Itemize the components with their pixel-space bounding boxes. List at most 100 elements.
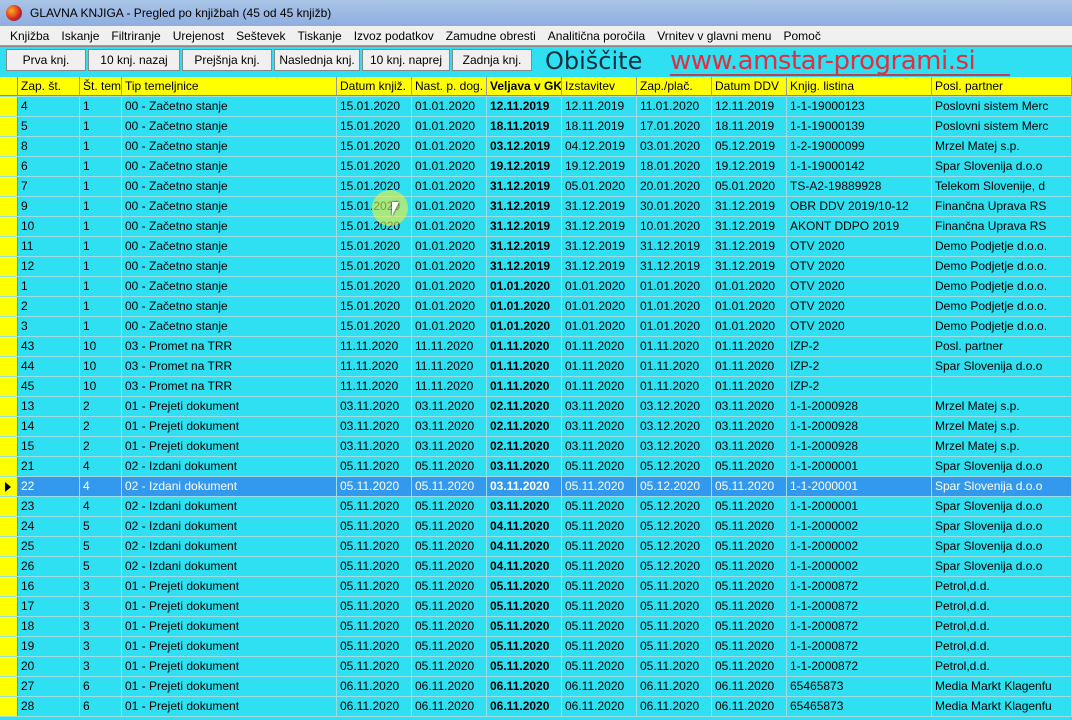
column-header[interactable]: Zap./plač. xyxy=(637,77,712,96)
watermark-url[interactable]: www.amstar-programi.si xyxy=(670,46,976,76)
table-row[interactable]: 11 1 00 - Začetno stanje 15.01.2020 01.01.20… xyxy=(0,237,1072,257)
row-marker[interactable] xyxy=(0,257,18,276)
table-row[interactable]: 4 1 00 - Začetno stanje 15.01.2020 01.01.202… xyxy=(0,97,1072,117)
column-header[interactable]: Št. tem xyxy=(80,77,122,96)
row-marker[interactable] xyxy=(0,377,18,396)
menu-item[interactable]: Pomoč xyxy=(783,28,821,43)
row-marker[interactable] xyxy=(0,137,18,156)
table-row[interactable]: 1 1 00 - Začetno stanje 15.01.2020 01.01.202… xyxy=(0,277,1072,297)
column-header[interactable]: Veljava v GK xyxy=(487,77,562,96)
table-row[interactable]: 20 3 01 - Prejeti dokument 05.11.2020 05.11.… xyxy=(0,657,1072,677)
table-row[interactable]: 22 4 02 - Izdani dokument 05.11.2020 05.11.2… xyxy=(0,477,1072,497)
table-row[interactable]: 7 1 00 - Začetno stanje 15.01.2020 01.01.202… xyxy=(0,177,1072,197)
menu-item[interactable]: Seštevek xyxy=(236,28,286,43)
table-row[interactable]: 21 4 02 - Izdani dokument 05.11.2020 05.11.2… xyxy=(0,457,1072,477)
row-marker[interactable] xyxy=(0,117,18,136)
row-marker[interactable] xyxy=(0,577,18,596)
table-cell: 2 xyxy=(80,437,122,456)
menu-item[interactable]: Urejenost xyxy=(172,28,225,43)
table-row[interactable]: 9 1 00 - Začetno stanje 15.01.2020 01.01.202… xyxy=(0,197,1072,217)
table-row[interactable]: 16 3 01 - Prejeti dokument 05.11.2020 05.11.… xyxy=(0,577,1072,597)
table-row[interactable]: 3 1 00 - Začetno stanje 15.01.2020 01.01.202… xyxy=(0,317,1072,337)
table-row[interactable]: 43 10 03 - Promet na TRR 11.11.2020 11.11.20… xyxy=(0,337,1072,357)
row-marker[interactable] xyxy=(0,157,18,176)
nav-button[interactable]: Prva knj. xyxy=(6,48,86,71)
column-header[interactable]: Nast. p. dog. xyxy=(412,77,487,96)
table-row[interactable]: 28 6 01 - Prejeti dokument 06.11.2020 06.11.… xyxy=(0,697,1072,717)
row-marker[interactable] xyxy=(0,457,18,476)
table-cell: 65465873 xyxy=(787,697,932,716)
menu-item[interactable]: Zamudne obresti xyxy=(445,28,536,43)
table-row[interactable]: 15 2 01 - Prejeti dokument 03.11.2020 03.11.… xyxy=(0,437,1072,457)
row-marker[interactable] xyxy=(0,477,18,496)
table-cell: 05.11.2020 xyxy=(712,637,787,656)
table-row[interactable]: 19 3 01 - Prejeti dokument 05.11.2020 05.11.… xyxy=(0,637,1072,657)
table-row[interactable]: 27 6 01 - Prejeti dokument 06.11.2020 06.11.… xyxy=(0,677,1072,697)
menu-item[interactable]: Knjižba xyxy=(10,28,50,43)
row-marker[interactable] xyxy=(0,357,18,376)
table-cell: 01.01.2020 xyxy=(712,317,787,336)
table-row[interactable]: 24 5 02 - Izdani dokument 05.11.2020 05.11.2… xyxy=(0,517,1072,537)
row-marker[interactable] xyxy=(0,517,18,536)
table-row[interactable]: 45 10 03 - Promet na TRR 11.11.2020 11.11.20… xyxy=(0,377,1072,397)
column-header[interactable]: Knjig. listina xyxy=(787,77,932,96)
menu-item[interactable]: Tiskanje xyxy=(297,28,342,43)
menu-item[interactable]: Izvoz podatkov xyxy=(353,28,434,43)
row-marker[interactable] xyxy=(0,617,18,636)
row-marker[interactable] xyxy=(0,537,18,556)
navigation-toolbar: Prva knj. 10 knj. nazaj Prejšnja knj. Nasle… xyxy=(0,46,1072,72)
menu-item[interactable]: Filtriranje xyxy=(111,28,161,43)
column-header[interactable]: Datum DDV xyxy=(712,77,787,96)
row-marker[interactable] xyxy=(0,557,18,576)
table-row[interactable]: 2 1 00 - Začetno stanje 15.01.2020 01.01.202… xyxy=(0,297,1072,317)
row-marker[interactable] xyxy=(0,217,18,236)
table-row[interactable]: 8 1 00 - Začetno stanje 15.01.2020 01.01.202… xyxy=(0,137,1072,157)
table-row[interactable]: 13 2 01 - Prejeti dokument 03.11.2020 03.11.… xyxy=(0,397,1072,417)
column-header[interactable]: Zap. št. xyxy=(18,77,80,96)
menu-item[interactable]: Iskanje xyxy=(61,28,100,43)
row-marker[interactable] xyxy=(0,697,18,716)
table-row[interactable]: 14 2 01 - Prejeti dokument 03.11.2020 03.11.… xyxy=(0,417,1072,437)
row-marker[interactable] xyxy=(0,237,18,256)
row-marker[interactable] xyxy=(0,497,18,516)
row-marker[interactable] xyxy=(0,297,18,316)
nav-button[interactable]: Naslednja knj. xyxy=(274,48,360,71)
row-marker[interactable] xyxy=(0,637,18,656)
column-header[interactable]: Tip temeljnice xyxy=(122,77,337,96)
row-marker[interactable] xyxy=(0,317,18,336)
row-marker[interactable] xyxy=(0,437,18,456)
row-marker[interactable] xyxy=(0,197,18,216)
nav-button[interactable]: 10 knj. naprej xyxy=(362,48,450,71)
row-marker[interactable] xyxy=(0,337,18,356)
column-header[interactable]: Posl. partner xyxy=(932,77,1072,96)
row-marker[interactable] xyxy=(0,397,18,416)
table-row[interactable]: 23 4 02 - Izdani dokument 05.11.2020 05.11.2… xyxy=(0,497,1072,517)
table-row[interactable]: 5 1 00 - Začetno stanje 15.01.2020 01.01.202… xyxy=(0,117,1072,137)
row-marker[interactable] xyxy=(0,97,18,116)
table-cell: Spar Slovenija d.o.o xyxy=(932,537,1072,556)
row-marker[interactable] xyxy=(0,657,18,676)
row-marker[interactable] xyxy=(0,177,18,196)
menu-item[interactable]: Vrnitev v glavni menu xyxy=(657,28,772,43)
nav-button[interactable]: Prejšnja knj. xyxy=(182,48,272,71)
nav-button[interactable]: 10 knj. nazaj xyxy=(88,48,180,71)
table-row[interactable]: 18 3 01 - Prejeti dokument 05.11.2020 05.11.… xyxy=(0,617,1072,637)
table-row[interactable]: 17 3 01 - Prejeti dokument 05.11.2020 05.11.… xyxy=(0,597,1072,617)
row-marker[interactable] xyxy=(0,677,18,696)
table-row[interactable]: 6 1 00 - Začetno stanje 15.01.2020 01.01.202… xyxy=(0,157,1072,177)
column-header[interactable]: Izstavitev xyxy=(562,77,637,96)
row-marker[interactable] xyxy=(0,277,18,296)
table-row[interactable]: 25 5 02 - Izdani dokument 05.11.2020 05.11.2… xyxy=(0,537,1072,557)
table-cell: 1-1-2000928 xyxy=(787,417,932,436)
table-cell: 03.11.2020 xyxy=(487,477,562,496)
nav-button[interactable]: Zadnja knj. xyxy=(452,48,532,71)
table-row[interactable]: 26 5 02 - Izdani dokument 05.11.2020 05.11.2… xyxy=(0,557,1072,577)
table-cell: 21 xyxy=(18,457,80,476)
column-header[interactable]: Datum knjiž. xyxy=(337,77,412,96)
table-row[interactable]: 12 1 00 - Začetno stanje 15.01.2020 01.01.20… xyxy=(0,257,1072,277)
table-row[interactable]: 10 1 00 - Začetno stanje 15.01.2020 01.01.20… xyxy=(0,217,1072,237)
row-marker[interactable] xyxy=(0,597,18,616)
table-row[interactable]: 44 10 03 - Promet na TRR 11.11.2020 11.11.20… xyxy=(0,357,1072,377)
menu-item[interactable]: Analitična poročila xyxy=(547,28,646,43)
row-marker[interactable] xyxy=(0,417,18,436)
